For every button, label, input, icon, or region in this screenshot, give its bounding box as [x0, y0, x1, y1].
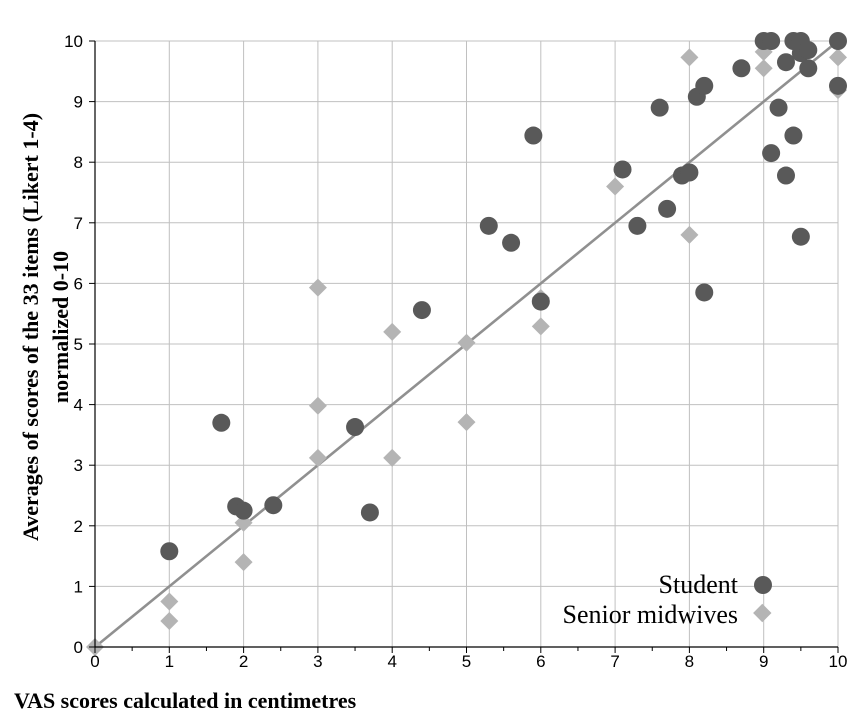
student-point — [160, 542, 179, 561]
x-tick-label: 8 — [685, 652, 694, 671]
x-tick-label: 5 — [462, 652, 471, 671]
senior-midwives-point — [754, 59, 773, 78]
senior-midwives-point — [234, 553, 253, 572]
tick-labels: 0 1 2 3 4 5 6 7 8 9 10 0 1 2 3 4 5 6 7 8 9 10 — [64, 32, 847, 671]
senior-midwives-point — [308, 448, 327, 467]
student-point — [360, 503, 379, 522]
x-tick-label: 6 — [536, 652, 545, 671]
student-point — [784, 126, 803, 145]
x-tick-label: 9 — [759, 652, 768, 671]
y-tick-label: 2 — [74, 517, 83, 536]
senior-midwives-point — [160, 611, 179, 630]
legend-student-marker — [754, 576, 772, 594]
student-point — [762, 144, 781, 163]
senior-midwives-point — [457, 333, 476, 352]
student-point — [732, 59, 751, 78]
y-tick-label: 5 — [74, 335, 83, 354]
senior-midwives-point — [606, 177, 625, 196]
student-point — [799, 59, 818, 78]
student-point — [502, 233, 521, 252]
y-tick-label: 3 — [74, 456, 83, 475]
student-point — [479, 216, 498, 235]
senior-midwives-point — [308, 278, 327, 297]
x-tick-label: 1 — [165, 652, 174, 671]
student-point — [799, 41, 818, 60]
student-point — [613, 160, 632, 179]
x-tick-label: 0 — [90, 652, 99, 671]
student-point — [762, 32, 781, 50]
student-point — [769, 98, 788, 117]
student-point — [346, 418, 365, 437]
legend-senior-midwives-label: Senior midwives — [563, 600, 739, 629]
legend-senior-midwives-marker — [753, 603, 772, 623]
student-point — [658, 199, 677, 218]
senior-midwives-point — [531, 317, 550, 336]
student-point — [680, 163, 699, 182]
x-axis-label: VAS scores calculated in centimetres — [14, 688, 357, 713]
y-tick-label: 10 — [64, 32, 83, 51]
x-tick-label: 3 — [313, 652, 322, 671]
senior-midwives-point — [383, 322, 402, 341]
grid — [94, 40, 839, 648]
x-tick-label: 2 — [239, 652, 248, 671]
senior-midwives-point — [308, 396, 327, 415]
student-point — [829, 32, 847, 50]
senior-midwives-point — [383, 448, 402, 467]
y-axis-label-line-2: normalized 0-10 — [48, 251, 73, 403]
legend-student-label: Student — [659, 570, 739, 599]
senior-midwives-point — [680, 48, 699, 67]
y-tick-label: 0 — [74, 638, 83, 657]
senior-midwives-point — [457, 413, 476, 432]
senior-midwives-point — [160, 592, 179, 611]
y-tick-label: 7 — [74, 214, 83, 233]
y-tick-label: 1 — [74, 577, 83, 596]
x-tick-label: 10 — [829, 652, 848, 671]
x-tick-label: 4 — [387, 652, 396, 671]
senior-midwives-point — [680, 225, 699, 244]
student-point — [234, 501, 253, 520]
student-point — [695, 76, 714, 95]
y-tick-label: 9 — [74, 93, 83, 112]
axes — [89, 40, 839, 653]
senior-midwives-point — [829, 48, 847, 67]
y-tick-label: 6 — [74, 274, 83, 293]
y-tick-label: 8 — [74, 153, 83, 172]
data-points — [86, 32, 847, 656]
student-point — [531, 292, 550, 311]
student-point — [776, 53, 795, 72]
student-point — [650, 98, 669, 117]
y-axis-label-line-1: Averages of scores of the 33 items (Like… — [18, 113, 43, 541]
student-point — [829, 76, 847, 95]
student-point — [524, 126, 543, 145]
student-point — [791, 227, 810, 246]
student-point — [264, 496, 283, 515]
student-point — [695, 283, 714, 302]
student-point — [628, 216, 647, 235]
y-tick-label: 4 — [74, 396, 83, 415]
student-point — [776, 166, 795, 185]
student-point — [212, 413, 231, 432]
student-point — [412, 301, 431, 320]
legend: Student Senior midwives — [563, 570, 772, 629]
x-tick-label: 7 — [610, 652, 619, 671]
